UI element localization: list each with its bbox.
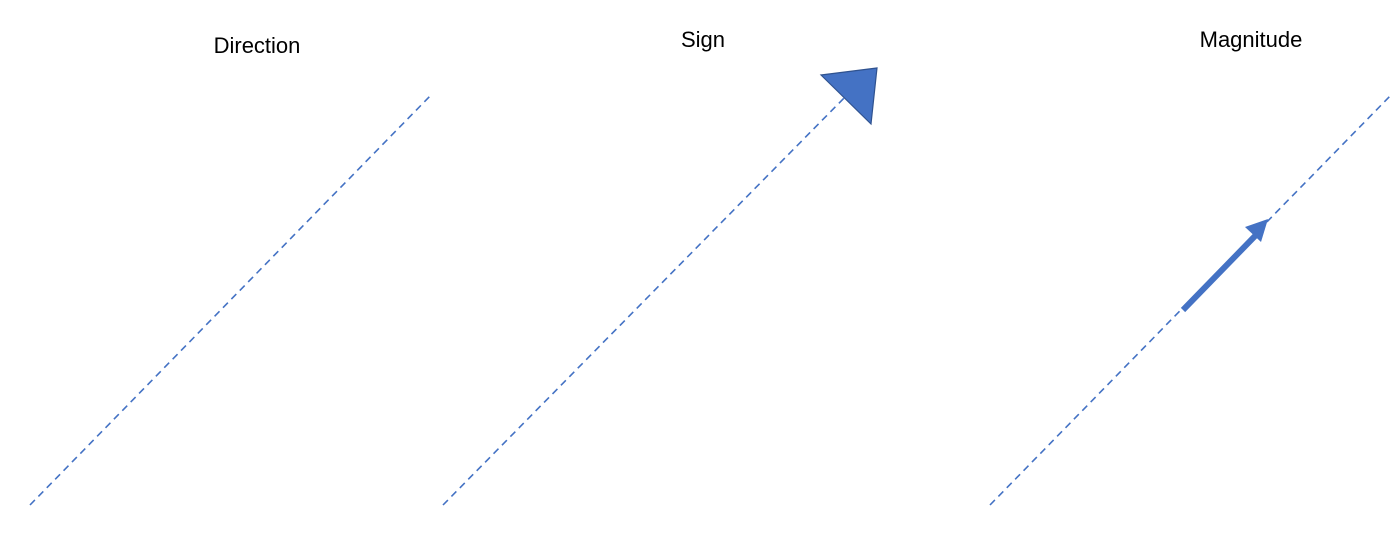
magnitude-arrowhead-icon bbox=[1245, 219, 1268, 242]
direction-label: Direction bbox=[213, 33, 301, 58]
magnitude-label: Magnitude bbox=[1199, 27, 1303, 52]
sign-label: Sign bbox=[680, 27, 726, 52]
direction-dashed-line bbox=[29, 93, 433, 506]
sign-arrowhead-icon bbox=[819, 67, 878, 126]
magnitude-vector-shaft bbox=[1180, 232, 1259, 313]
sign-dashed-line bbox=[442, 93, 849, 506]
